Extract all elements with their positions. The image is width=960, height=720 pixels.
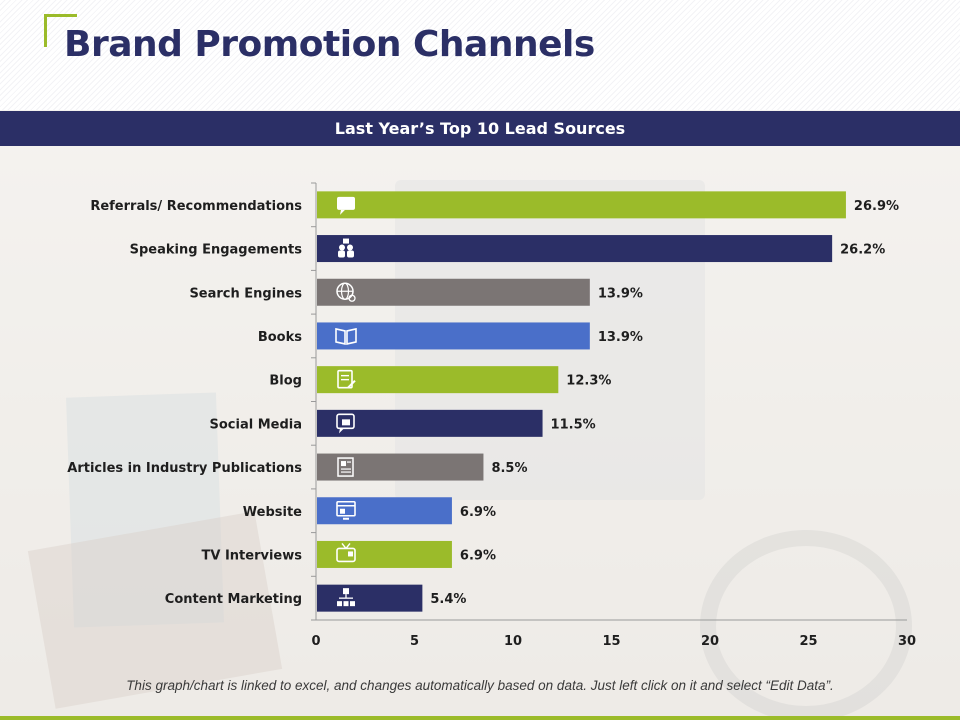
x-tick-label: 30	[898, 634, 916, 649]
corner-accent	[44, 14, 77, 47]
bar	[317, 191, 846, 219]
data-label: 13.9%	[598, 330, 643, 345]
open-book-icon	[335, 327, 357, 345]
category-label: Blog	[269, 374, 302, 389]
x-tick-label: 25	[799, 634, 817, 649]
data-label: 6.9%	[460, 548, 496, 563]
data-label: 8.5%	[491, 461, 527, 476]
category-label: TV Interviews	[202, 548, 303, 563]
header-area	[0, 0, 960, 110]
category-label: Books	[258, 330, 302, 345]
blog-edit-icon	[337, 369, 356, 389]
category-label: Speaking Engagements	[130, 243, 303, 258]
category-label: Website	[243, 505, 302, 520]
bar	[317, 366, 559, 394]
newspaper-icon	[337, 457, 354, 477]
speech-bubble-icon	[337, 196, 355, 215]
bar	[317, 322, 590, 350]
category-label: Search Engines	[189, 286, 302, 301]
chart-banner: Last Year’s Top 10 Lead Sources	[0, 111, 960, 146]
data-label: 5.4%	[430, 592, 466, 607]
data-label: 11.5%	[551, 417, 596, 432]
bar	[317, 278, 590, 306]
bar	[317, 235, 833, 263]
thumbs-up-chat-icon	[336, 413, 355, 434]
bottom-accent-line	[0, 716, 960, 720]
data-label: 13.9%	[598, 286, 643, 301]
data-label: 26.9%	[854, 199, 899, 214]
footer-note: This graph/chart is linked to excel, and…	[126, 678, 834, 693]
globe-search-icon	[336, 282, 356, 302]
data-label: 6.9%	[460, 505, 496, 520]
page-title: Brand Promotion Channels	[64, 24, 595, 65]
data-label: 26.2%	[840, 243, 885, 258]
web-page-icon	[336, 500, 356, 520]
category-label: Referrals/ Recommendations	[90, 199, 302, 214]
bar-chart: Referrals/ Recommendations 26.9% Speaking …	[67, 182, 916, 649]
x-tick-label: 15	[602, 634, 620, 649]
category-label: Articles in Industry Publications	[67, 461, 302, 476]
bar	[317, 540, 452, 568]
x-tick-label: 10	[504, 634, 522, 649]
category-label: Content Marketing	[165, 592, 302, 607]
bar	[317, 584, 423, 612]
x-tick-label: 5	[410, 634, 419, 649]
x-tick-label: 0	[311, 634, 320, 649]
x-tick-label: 20	[701, 634, 719, 649]
data-label: 12.3%	[566, 374, 611, 389]
tv-icon	[336, 543, 356, 563]
audience-icon	[338, 238, 354, 258]
category-label: Social Media	[210, 417, 303, 432]
hierarchy-icon	[337, 588, 355, 607]
